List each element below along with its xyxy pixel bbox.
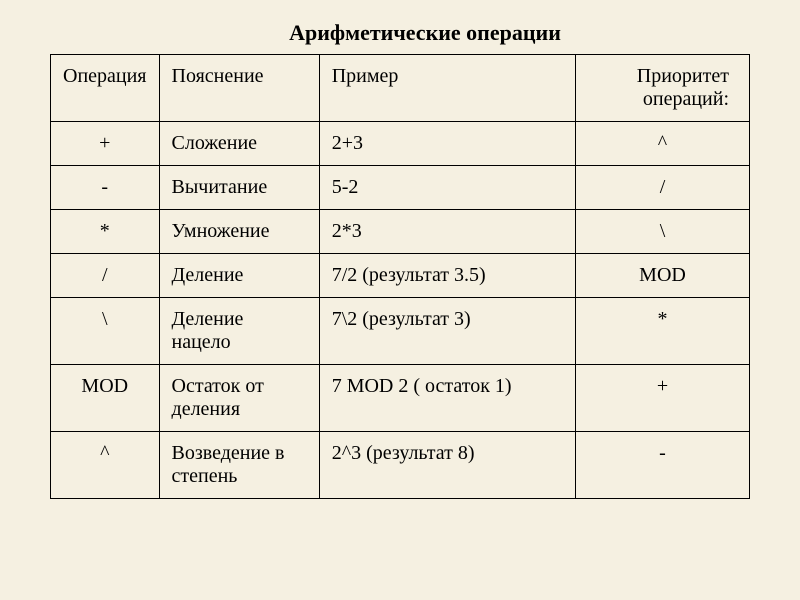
arithmetic-operations-table: Операция Пояснение Пример Приоритет опер… (50, 54, 750, 499)
cell-operation: MOD (51, 365, 160, 432)
cell-operation: ^ (51, 432, 160, 499)
cell-operation: \ (51, 298, 160, 365)
table-title: Арифметические операции (50, 20, 750, 46)
cell-description: Вычитание (159, 166, 319, 210)
cell-example: 7 MOD 2 ( остаток 1) (319, 365, 575, 432)
cell-operation: + (51, 122, 160, 166)
cell-priority: \ (576, 210, 750, 254)
cell-priority: MOD (576, 254, 750, 298)
cell-example: 2*3 (319, 210, 575, 254)
table-row: MOD Остаток от деления 7 MOD 2 ( остаток… (51, 365, 750, 432)
cell-description: Деление (159, 254, 319, 298)
header-example: Пример (319, 55, 575, 122)
table-row: * Умножение 2*3 \ (51, 210, 750, 254)
cell-example: 7\2 (результат 3) (319, 298, 575, 365)
header-priority: Приоритет операций: (576, 55, 750, 122)
header-description: Пояснение (159, 55, 319, 122)
table-header-row: Операция Пояснение Пример Приоритет опер… (51, 55, 750, 122)
table-row: ^ Возведение в степень 2^3 (результат 8)… (51, 432, 750, 499)
cell-example: 2+3 (319, 122, 575, 166)
cell-description: Возведение в степень (159, 432, 319, 499)
cell-operation: / (51, 254, 160, 298)
cell-description: Сложение (159, 122, 319, 166)
table-row: / Деление 7/2 (результат 3.5) MOD (51, 254, 750, 298)
cell-example: 7/2 (результат 3.5) (319, 254, 575, 298)
table-row: + Сложение 2+3 ^ (51, 122, 750, 166)
table-row: \ Деление нацело 7\2 (результат 3) * (51, 298, 750, 365)
table-row: - Вычитание 5-2 / (51, 166, 750, 210)
cell-priority: * (576, 298, 750, 365)
cell-description: Остаток от деления (159, 365, 319, 432)
cell-example: 2^3 (результат 8) (319, 432, 575, 499)
cell-priority: ^ (576, 122, 750, 166)
header-operation: Операция (51, 55, 160, 122)
cell-description: Деление нацело (159, 298, 319, 365)
cell-operation: * (51, 210, 160, 254)
cell-priority: / (576, 166, 750, 210)
cell-priority: - (576, 432, 750, 499)
cell-operation: - (51, 166, 160, 210)
cell-description: Умножение (159, 210, 319, 254)
cell-priority: + (576, 365, 750, 432)
cell-example: 5-2 (319, 166, 575, 210)
